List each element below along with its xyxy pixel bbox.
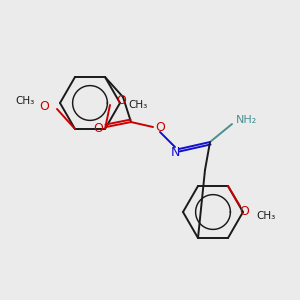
Text: O: O (39, 100, 49, 113)
Text: CH₃: CH₃ (128, 100, 147, 110)
Text: O: O (93, 122, 103, 134)
Text: O: O (155, 121, 165, 134)
Text: O: O (239, 205, 249, 218)
Text: N: N (170, 146, 180, 158)
Text: CH₃: CH₃ (16, 96, 35, 106)
Text: NH₂: NH₂ (236, 115, 257, 125)
Text: CH₃: CH₃ (256, 211, 275, 221)
Text: O: O (116, 94, 126, 107)
